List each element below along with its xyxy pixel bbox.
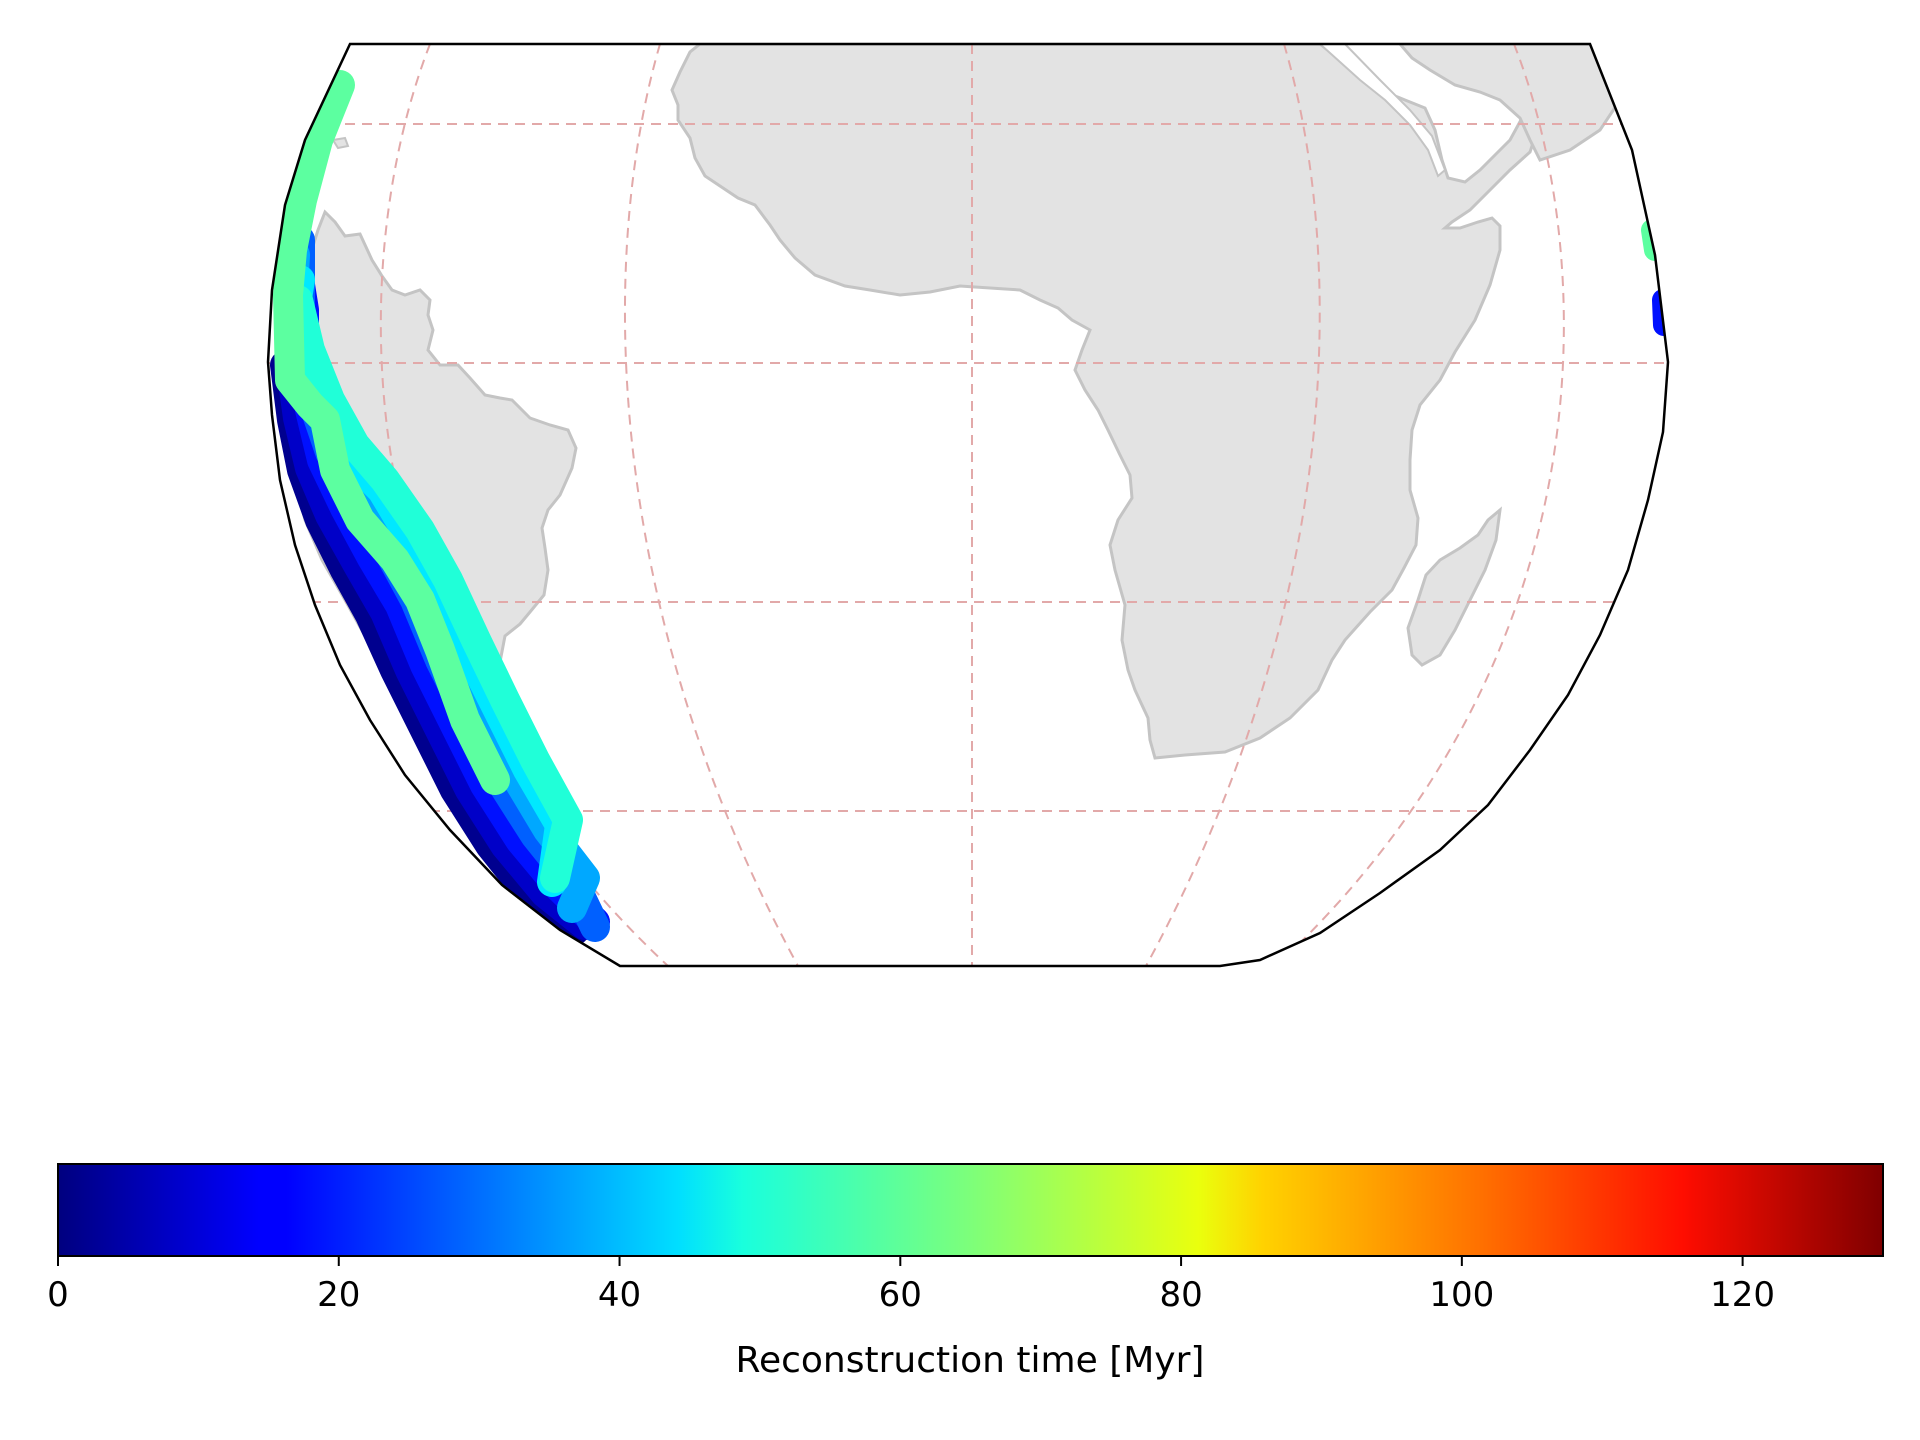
colorbar-tick-label: 20 xyxy=(317,1275,360,1315)
colorbar-ticks: 0 20 40 60 80 100 120 xyxy=(47,1256,1775,1315)
colorbar: 0 20 40 60 80 100 120 Reconstruction time [Myr… xyxy=(47,1163,1884,1381)
trench-lines xyxy=(270,70,1668,945)
madagascar xyxy=(1406,506,1502,667)
colorbar-tick-label: 60 xyxy=(879,1275,922,1315)
red-sea xyxy=(1317,44,1447,178)
colorbar-gradient xyxy=(57,1163,1884,1257)
map-panel xyxy=(266,42,1670,968)
colorbar-tick-label: 80 xyxy=(1159,1275,1202,1315)
colorbar-label: Reconstruction time [Myr] xyxy=(736,1340,1205,1381)
trench-line-t60 xyxy=(273,70,510,795)
island xyxy=(1388,886,1407,902)
colorbar-tick-label: 100 xyxy=(1429,1275,1494,1315)
colorbar-tick-label: 120 xyxy=(1710,1275,1775,1315)
meridian-line xyxy=(1275,44,1565,966)
colorbar-tick-label: 0 xyxy=(47,1275,69,1315)
island xyxy=(331,136,350,150)
map-frame xyxy=(266,42,1670,968)
trench-line-t52 xyxy=(283,285,583,893)
colorbar-tick-label: 40 xyxy=(598,1275,641,1315)
